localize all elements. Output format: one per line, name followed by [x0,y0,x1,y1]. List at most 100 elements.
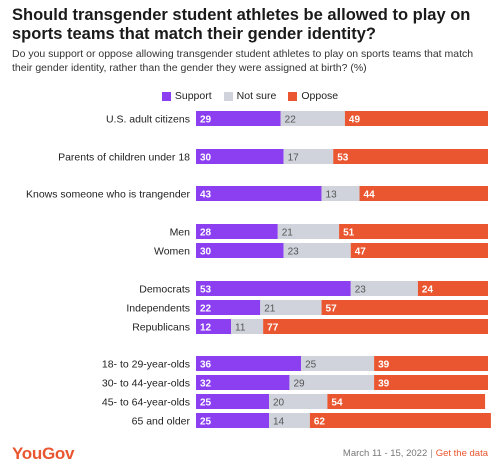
bar-segment-oppose [359,186,488,201]
data-label-oppose: 24 [422,284,434,295]
data-label-not-sure: 14 [273,416,285,427]
category-label: 45- to 64-year-olds [102,396,190,408]
data-label-not-sure: 22 [285,114,297,125]
data-label-support: 30 [200,246,212,257]
survey-date: March 11 - 15, 2022 [342,448,428,459]
bar-segment-not-sure [289,375,375,390]
bar-segment-support [196,375,290,390]
data-label-not-sure: 29 [293,378,305,389]
bar-segment-support [196,319,232,334]
category-label: Women [154,245,190,257]
bar-segment-support [196,356,302,371]
bar-segment-not-sure [269,413,310,428]
data-label-support: 28 [200,227,212,238]
data-label-support: 12 [200,322,212,333]
bar-segment-support [196,413,269,428]
category-label: Republicans [132,321,190,333]
data-label-support: 22 [200,303,212,314]
bar-segment-oppose [374,375,488,390]
category-label: Knows someone who is trangender [26,188,191,200]
category-label: 30- to 44-year-olds [102,377,190,389]
bar-segment-oppose [309,413,491,428]
bar-segment-not-sure [280,111,345,126]
chart-subtitle: Do you support or oppose allowing transg… [12,48,474,74]
bar-row-65-and-older: 65 and older 25 14 62 [132,413,491,428]
legend-label-support: Support [174,90,212,102]
bar-segment-support [196,149,284,164]
category-label: Independents [126,302,190,314]
legend-item-not-sure: Not sure [223,90,277,102]
data-label-support: 53 [200,284,212,295]
data-label-oppose: 49 [349,114,361,125]
bar-segment-not-sure [350,281,418,296]
bar-segment-support [196,224,278,239]
data-label-not-sure: 23 [355,284,367,295]
footer-note: March 11 - 15, 2022 | Get the data [342,448,488,459]
data-label-support: 32 [200,378,212,389]
data-label-support: 25 [200,397,212,408]
bar-row-u-s-adult-citizens: U.S. adult citizens 29 22 49 [106,111,488,126]
data-label-oppose: 57 [326,303,338,314]
category-label: 65 and older [132,415,191,427]
data-label-oppose: 39 [378,359,390,370]
legend-item-support: Support [161,90,212,102]
data-label-not-sure: 23 [288,246,300,257]
bar-row-45-to-64-year-olds: 45- to 64-year-olds 25 20 54 [102,394,486,409]
legend: Support Not sure Oppose [0,90,500,102]
legend-label-not-sure: Not sure [236,90,277,102]
data-label-oppose: 54 [331,397,343,408]
data-label-support: 30 [200,152,212,163]
bar-segment-not-sure [283,243,351,258]
bar-row-18-to-29-year-olds: 18- to 29-year-olds 36 25 39 [102,356,488,371]
bar-segment-oppose [374,356,488,371]
legend-item-oppose: Oppose [288,90,338,102]
bar-segment-support [196,394,269,409]
bar-row-30-to-44-year-olds: 30- to 44-year-olds 32 29 39 [102,375,488,390]
get-data-link[interactable]: Get the data [435,448,488,459]
data-label-support: 43 [200,189,212,200]
bar-segment-support [196,300,261,315]
data-label-not-sure: 20 [273,397,285,408]
data-label-oppose: 39 [378,378,390,389]
legend-swatch-oppose [288,91,298,101]
bar-segment-not-sure [321,186,360,201]
data-label-oppose: 62 [314,416,326,427]
bar-segment-support [196,243,284,258]
bar-row-knows-someone-who-is-trangender: Knows someone who is trangender 43 13 44 [26,186,488,201]
bar-segment-not-sure [269,394,328,409]
bar-segment-oppose [339,224,488,239]
data-label-oppose: 44 [364,189,376,200]
bar-segment-oppose [350,243,488,258]
bar-row-independents: Independents 22 21 57 [126,300,488,315]
legend-swatch-support [161,91,171,101]
data-label-not-sure: 13 [326,189,338,200]
bar-row-men: Men 28 21 51 [170,224,488,239]
data-label-oppose: 51 [343,227,355,238]
bar-row-democrats: Democrats 53 23 24 [139,281,488,296]
category-label: Parents of children under 18 [58,151,190,163]
bar-segment-oppose [263,319,488,334]
data-label-not-sure: 11 [235,322,246,333]
bar-segment-not-sure [283,149,334,164]
data-label-support: 36 [200,359,212,370]
bar-segment-not-sure [260,300,322,315]
bar-segment-oppose [327,394,486,409]
bar-segment-support [196,111,281,126]
yougov-logo: YouGov [12,444,75,463]
bar-row-parents-of-children-under-18: Parents of children under 18 30 17 53 [58,149,488,164]
bar-segment-support [196,186,322,201]
bar-row-women: Women 30 23 47 [154,243,488,258]
category-label: Men [170,226,191,238]
legend-label-oppose: Oppose [301,90,339,102]
bar-segment-not-sure [301,356,375,371]
bar-segment-oppose [344,111,488,126]
bar-row-republicans: Republicans 12 11 77 [132,319,488,334]
bar-segment-oppose [417,281,488,296]
bar-segment-oppose [321,300,488,315]
data-label-oppose: 53 [337,152,349,163]
category-label: Democrats [139,283,190,295]
category-label: 18- to 29-year-olds [102,358,190,370]
legend-swatch-not-sure [223,91,233,101]
chart-title: Should transgender student athletes be a… [12,6,471,43]
data-label-not-sure: 25 [305,359,317,370]
